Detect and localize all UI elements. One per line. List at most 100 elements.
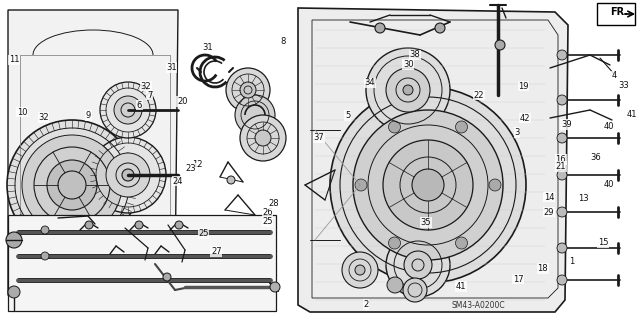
Circle shape bbox=[355, 179, 367, 191]
Circle shape bbox=[226, 68, 270, 112]
Text: 31: 31 bbox=[203, 43, 213, 52]
Circle shape bbox=[557, 50, 567, 60]
Text: 27: 27 bbox=[211, 247, 221, 256]
Text: 34: 34 bbox=[365, 78, 375, 87]
Text: 10: 10 bbox=[17, 108, 28, 117]
Text: 30: 30 bbox=[403, 60, 413, 69]
Circle shape bbox=[41, 226, 49, 234]
Polygon shape bbox=[298, 8, 568, 312]
Text: 40: 40 bbox=[604, 122, 614, 130]
Text: 4: 4 bbox=[612, 71, 617, 80]
Circle shape bbox=[489, 179, 501, 191]
Circle shape bbox=[388, 121, 401, 133]
Text: 9: 9 bbox=[86, 111, 91, 120]
Text: FR.: FR. bbox=[610, 7, 628, 17]
Text: 32: 32 bbox=[141, 82, 151, 91]
Circle shape bbox=[227, 176, 235, 184]
Circle shape bbox=[557, 275, 567, 285]
Circle shape bbox=[383, 140, 473, 230]
Text: 33: 33 bbox=[619, 81, 629, 90]
Text: 38: 38 bbox=[410, 50, 420, 59]
Circle shape bbox=[355, 265, 365, 275]
Circle shape bbox=[557, 207, 567, 217]
Circle shape bbox=[388, 237, 401, 249]
Circle shape bbox=[456, 121, 467, 133]
Text: 3: 3 bbox=[515, 128, 520, 137]
Text: 40: 40 bbox=[604, 180, 614, 189]
Circle shape bbox=[403, 85, 413, 95]
Circle shape bbox=[106, 153, 150, 197]
Text: 28: 28 bbox=[269, 199, 279, 208]
Circle shape bbox=[353, 110, 503, 260]
Text: 36: 36 bbox=[590, 153, 600, 162]
Text: 2: 2 bbox=[364, 300, 369, 309]
Circle shape bbox=[90, 137, 166, 213]
Circle shape bbox=[240, 82, 256, 98]
Circle shape bbox=[22, 135, 122, 235]
Circle shape bbox=[495, 40, 505, 50]
Circle shape bbox=[270, 282, 280, 292]
Text: 37: 37 bbox=[314, 133, 324, 142]
Circle shape bbox=[386, 233, 450, 297]
Circle shape bbox=[330, 87, 526, 283]
Text: 18: 18 bbox=[538, 264, 548, 273]
Circle shape bbox=[235, 95, 275, 135]
Text: 7: 7 bbox=[147, 91, 152, 100]
Text: 26: 26 bbox=[262, 208, 273, 217]
Circle shape bbox=[404, 251, 432, 279]
Text: 11: 11 bbox=[9, 56, 19, 64]
Text: 32: 32 bbox=[38, 113, 49, 122]
Text: 5: 5 bbox=[345, 111, 350, 120]
Circle shape bbox=[7, 120, 137, 250]
Circle shape bbox=[387, 277, 403, 293]
Text: 17: 17 bbox=[513, 275, 524, 284]
Text: 31: 31 bbox=[166, 63, 177, 72]
FancyBboxPatch shape bbox=[8, 215, 276, 311]
Circle shape bbox=[163, 273, 171, 281]
Circle shape bbox=[240, 115, 286, 161]
Circle shape bbox=[6, 232, 22, 248]
FancyBboxPatch shape bbox=[597, 3, 635, 25]
Circle shape bbox=[435, 23, 445, 33]
Text: 29: 29 bbox=[544, 208, 554, 217]
Text: 23: 23 bbox=[186, 164, 196, 173]
Text: 21: 21 bbox=[556, 162, 566, 171]
Text: 25: 25 bbox=[262, 217, 273, 226]
Circle shape bbox=[175, 221, 183, 229]
Circle shape bbox=[41, 252, 49, 260]
Text: 41: 41 bbox=[456, 282, 466, 291]
Text: 25: 25 bbox=[198, 229, 209, 238]
Text: 15: 15 bbox=[598, 238, 608, 247]
Circle shape bbox=[557, 170, 567, 180]
Circle shape bbox=[412, 169, 444, 201]
Circle shape bbox=[403, 278, 427, 302]
Circle shape bbox=[106, 218, 150, 262]
Text: 35: 35 bbox=[420, 218, 431, 227]
Circle shape bbox=[557, 95, 567, 105]
Text: 22: 22 bbox=[474, 91, 484, 100]
Circle shape bbox=[366, 48, 450, 132]
Text: 24: 24 bbox=[173, 177, 183, 186]
Circle shape bbox=[255, 130, 271, 146]
Circle shape bbox=[47, 160, 97, 210]
Circle shape bbox=[135, 221, 143, 229]
Circle shape bbox=[120, 232, 136, 248]
Polygon shape bbox=[8, 10, 178, 308]
Text: 6: 6 bbox=[137, 101, 142, 110]
Text: 39: 39 bbox=[561, 120, 572, 129]
Circle shape bbox=[342, 252, 378, 288]
Text: 8: 8 bbox=[281, 37, 286, 46]
Text: 41: 41 bbox=[627, 110, 637, 119]
Text: SM43-A0200C: SM43-A0200C bbox=[451, 301, 505, 310]
Circle shape bbox=[456, 237, 467, 249]
Circle shape bbox=[100, 82, 156, 138]
Circle shape bbox=[386, 68, 430, 112]
Circle shape bbox=[557, 243, 567, 253]
Text: 12: 12 bbox=[192, 160, 202, 169]
Text: 1: 1 bbox=[569, 257, 574, 266]
Circle shape bbox=[122, 169, 134, 181]
Circle shape bbox=[114, 96, 142, 124]
Circle shape bbox=[375, 23, 385, 33]
Text: 16: 16 bbox=[556, 155, 566, 164]
Circle shape bbox=[557, 133, 567, 143]
